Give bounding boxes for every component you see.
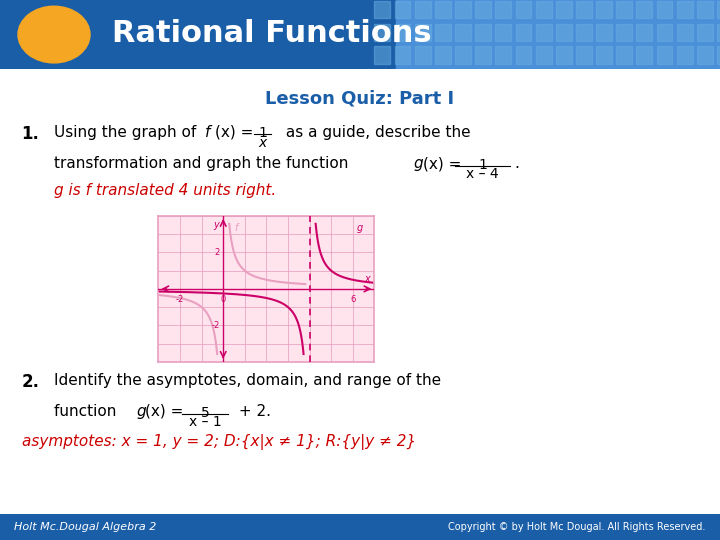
Text: x – 4: x – 4 xyxy=(466,167,499,181)
Text: f: f xyxy=(205,125,210,140)
Bar xyxy=(536,24,552,41)
Bar xyxy=(657,24,672,41)
Bar xyxy=(495,24,511,41)
Bar xyxy=(435,24,451,41)
Bar xyxy=(374,46,390,64)
Bar xyxy=(475,24,491,41)
Bar xyxy=(677,24,693,41)
Text: Using the graph of: Using the graph of xyxy=(54,125,201,140)
Text: 6: 6 xyxy=(350,295,356,304)
Text: g is f translated 4 units right.: g is f translated 4 units right. xyxy=(54,183,276,198)
Bar xyxy=(536,1,552,18)
Text: x: x xyxy=(258,136,267,150)
Bar xyxy=(717,1,720,18)
Text: Identify the asymptotes, domain, and range of the: Identify the asymptotes, domain, and ran… xyxy=(54,373,441,388)
Text: g: g xyxy=(137,404,146,419)
Bar xyxy=(516,1,531,18)
Text: (x) =: (x) = xyxy=(145,404,189,419)
Text: y: y xyxy=(213,220,219,229)
Bar xyxy=(0,0,396,69)
Text: g: g xyxy=(357,222,364,233)
Bar xyxy=(636,24,652,41)
Bar xyxy=(616,1,632,18)
Text: function: function xyxy=(54,404,121,419)
Ellipse shape xyxy=(18,6,90,63)
Bar xyxy=(717,24,720,41)
Bar xyxy=(717,46,720,64)
Bar xyxy=(596,1,612,18)
Bar xyxy=(435,46,451,64)
Bar xyxy=(636,1,652,18)
Text: 0: 0 xyxy=(220,295,226,304)
Bar xyxy=(435,1,451,18)
Bar xyxy=(455,24,471,41)
Bar xyxy=(475,1,491,18)
Text: 2.: 2. xyxy=(22,373,40,390)
Bar xyxy=(415,46,431,64)
Bar xyxy=(395,46,410,64)
Text: transformation and graph the function: transformation and graph the function xyxy=(54,156,354,171)
Bar xyxy=(495,1,511,18)
Text: 1: 1 xyxy=(478,158,487,172)
Text: f: f xyxy=(234,222,238,233)
Bar xyxy=(395,24,410,41)
Text: 1: 1 xyxy=(258,126,267,140)
Text: -2: -2 xyxy=(176,295,184,304)
Bar xyxy=(475,46,491,64)
Bar xyxy=(596,46,612,64)
Bar xyxy=(576,24,592,41)
Text: .: . xyxy=(515,156,520,171)
Text: -2: -2 xyxy=(212,321,220,330)
Bar xyxy=(697,24,713,41)
Bar xyxy=(697,46,713,64)
Text: asymptotes: x = 1, y = 2; D:{x|x ≠ 1}; R:{y|y ≠ 2}: asymptotes: x = 1, y = 2; D:{x|x ≠ 1}; R… xyxy=(22,434,416,450)
Text: x – 1: x – 1 xyxy=(189,415,222,429)
Bar xyxy=(536,46,552,64)
Bar xyxy=(636,46,652,64)
Text: Holt Mc.Dougal Algebra 2: Holt Mc.Dougal Algebra 2 xyxy=(14,522,157,532)
Text: Rational Functions: Rational Functions xyxy=(112,19,431,48)
Bar xyxy=(576,1,592,18)
Text: 1.: 1. xyxy=(22,125,40,143)
Bar xyxy=(556,24,572,41)
Text: 5: 5 xyxy=(201,406,210,420)
Text: x: x xyxy=(364,274,370,285)
Bar xyxy=(374,1,390,18)
Bar xyxy=(556,46,572,64)
Bar xyxy=(697,1,713,18)
Text: g: g xyxy=(414,156,423,171)
Bar xyxy=(396,0,720,69)
Text: + 2.: + 2. xyxy=(234,404,271,419)
Bar xyxy=(415,24,431,41)
Text: as a guide, describe the: as a guide, describe the xyxy=(281,125,470,140)
Bar xyxy=(596,24,612,41)
Bar xyxy=(415,1,431,18)
Text: (x) =: (x) = xyxy=(423,156,467,171)
Bar xyxy=(495,46,511,64)
Bar xyxy=(616,24,632,41)
Bar xyxy=(657,1,672,18)
Bar xyxy=(677,46,693,64)
Text: (x) =: (x) = xyxy=(215,125,258,140)
Bar xyxy=(556,1,572,18)
Text: Copyright © by Holt Mc Dougal. All Rights Reserved.: Copyright © by Holt Mc Dougal. All Right… xyxy=(449,522,706,532)
Bar xyxy=(455,1,471,18)
Bar xyxy=(657,46,672,64)
Bar xyxy=(455,46,471,64)
Bar xyxy=(576,46,592,64)
Text: Lesson Quiz: Part I: Lesson Quiz: Part I xyxy=(266,89,454,107)
Bar xyxy=(516,46,531,64)
Bar xyxy=(616,46,632,64)
Text: 2: 2 xyxy=(215,248,220,257)
Bar xyxy=(516,24,531,41)
Bar xyxy=(395,1,410,18)
Bar xyxy=(374,24,390,41)
Bar xyxy=(677,1,693,18)
